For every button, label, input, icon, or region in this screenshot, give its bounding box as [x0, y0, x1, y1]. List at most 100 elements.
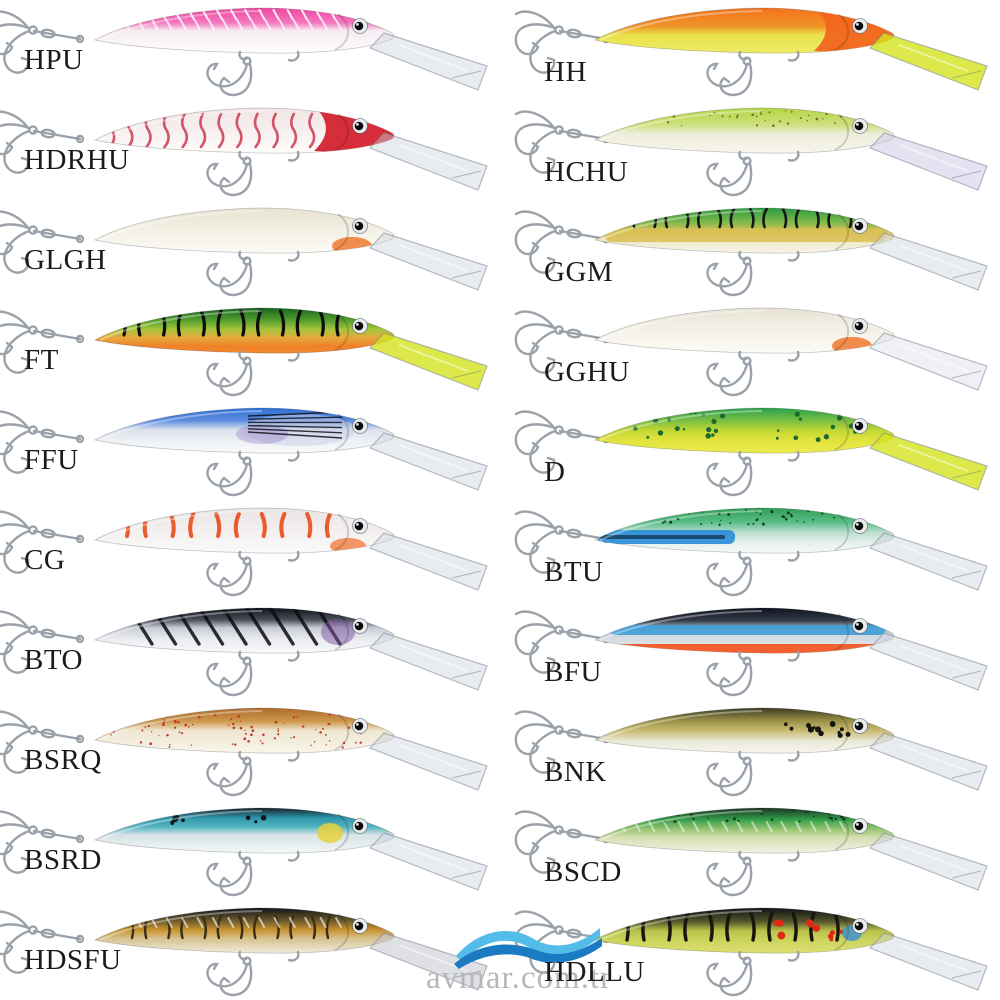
- belly-treble-hook-icon: [706, 750, 800, 797]
- gill-line: [834, 413, 850, 451]
- lure-eye: [352, 618, 368, 634]
- lure-eye: [852, 18, 868, 34]
- lure-code-label: BSRD: [24, 844, 102, 876]
- lure-eye: [352, 418, 368, 434]
- lure-eye: [852, 218, 868, 234]
- lure-code-label: HPU: [24, 44, 84, 76]
- lure-body: [93, 707, 395, 754]
- lure-code-label: CG: [24, 544, 66, 576]
- lure-code-label: BNK: [544, 756, 607, 788]
- lure-body: [93, 207, 395, 254]
- lure-eye: [352, 718, 368, 734]
- front-treble-hook-icon: [0, 410, 85, 474]
- lure-cell-hdrhu: HDRHU: [0, 100, 500, 200]
- front-treble-hook-icon: [514, 510, 611, 574]
- gill-line: [834, 213, 850, 251]
- front-treble-hook-icon: [0, 10, 85, 74]
- gill-line: [334, 713, 350, 751]
- lure-body: [593, 207, 895, 254]
- lure-code-label: HCHU: [544, 156, 629, 188]
- lure-eye: [352, 518, 368, 534]
- lure-eye: [352, 118, 368, 134]
- lure-body: [593, 507, 895, 554]
- lure-image-cg: [0, 507, 488, 597]
- diving-lip: [368, 32, 488, 91]
- gill-line: [834, 813, 850, 851]
- lure-eye: [852, 418, 868, 434]
- gill-line: [834, 13, 850, 51]
- diving-lip: [868, 232, 988, 291]
- lure-image-ggm: [514, 207, 988, 297]
- gill-line: [334, 113, 350, 151]
- lure-image-btu: [514, 507, 988, 597]
- lure-cell-d: D: [500, 400, 1000, 500]
- lure-code-label: HH: [544, 56, 587, 88]
- lure-eye: [852, 918, 868, 934]
- diving-lip: [868, 732, 988, 791]
- lure-cell-bfu: BFU: [500, 600, 1000, 700]
- gill-line: [334, 313, 350, 351]
- lure-eye: [852, 618, 868, 634]
- belly-treble-hook-icon: [706, 450, 800, 497]
- lure-code-label: HDRHU: [24, 144, 130, 176]
- lure-body: [93, 607, 395, 654]
- lure-eye: [852, 518, 868, 534]
- diving-lip: [868, 132, 988, 191]
- belly-treble-hook-icon: [706, 550, 800, 597]
- lure-image-bscd: [514, 807, 988, 897]
- lure-eye: [852, 818, 868, 834]
- lure-code-label: BTO: [24, 644, 83, 676]
- lure-body: [593, 607, 895, 654]
- front-treble-hook-icon: [0, 610, 85, 674]
- belly-treble-hook-icon: [706, 350, 800, 397]
- diving-lip: [868, 632, 988, 691]
- lure-image-hdllu: [514, 907, 988, 997]
- lure-eye: [352, 218, 368, 234]
- lure-code-label: FFU: [24, 444, 79, 476]
- lure-body: [93, 307, 395, 354]
- front-treble-hook-icon: [514, 310, 611, 374]
- belly-treble-hook-icon: [206, 250, 300, 297]
- lure-cell-hdsfu: HDSFU: [0, 900, 500, 1000]
- lure-cell-bto: BTO: [0, 600, 500, 700]
- lure-body: [593, 407, 895, 454]
- front-treble-hook-icon: [514, 610, 611, 674]
- lure-image-glgh: [0, 207, 488, 297]
- lure-cell-bsrd: BSRD: [0, 800, 500, 900]
- lure-body: [593, 107, 895, 154]
- lure-cell-hpu: HPU: [0, 0, 500, 100]
- lure-body: [93, 107, 395, 154]
- lure-code-label: FT: [24, 344, 59, 376]
- gill-line: [334, 513, 350, 551]
- lure-cell-bscd: BSCD: [500, 800, 1000, 900]
- lure-image-d: [514, 407, 988, 497]
- lure-cell-gghu: GGHU: [500, 300, 1000, 400]
- lure-cell-ffu: FFU: [0, 400, 500, 500]
- lure-body: [93, 407, 395, 454]
- belly-treble-hook-icon: [206, 750, 300, 797]
- lure-eye: [352, 318, 368, 334]
- belly-treble-hook-icon: [206, 950, 300, 997]
- front-treble-hook-icon: [0, 910, 85, 974]
- lure-cell-bnk: BNK: [500, 700, 1000, 800]
- lure-cell-hchu: HCHU: [500, 100, 1000, 200]
- lure-cell-ggm: GGM: [500, 200, 1000, 300]
- diving-lip: [368, 332, 488, 391]
- lure-body: [93, 907, 395, 954]
- lure-image-hdsfu: [0, 907, 488, 997]
- lure-eye: [852, 118, 868, 134]
- lure-eye: [852, 318, 868, 334]
- lure-body: [593, 707, 895, 754]
- lure-image-gghu: [514, 307, 988, 397]
- belly-treble-hook-icon: [206, 650, 300, 697]
- diving-lip: [368, 932, 488, 991]
- lure-code-label: HDLLU: [544, 956, 645, 988]
- lure-body: [593, 307, 895, 354]
- lure-cell-btu: BTU: [500, 500, 1000, 600]
- lure-code-label: BSRQ: [24, 744, 102, 776]
- lure-image-bto: [0, 607, 488, 697]
- lure-image-bnk: [514, 707, 988, 797]
- diving-lip: [368, 132, 488, 191]
- lure-image-bsrq: [0, 707, 488, 797]
- diving-lip: [868, 432, 988, 491]
